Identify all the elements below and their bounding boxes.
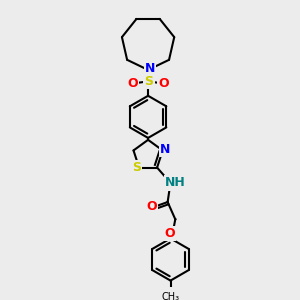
Text: S: S [145, 75, 154, 88]
Text: CH₃: CH₃ [161, 292, 180, 300]
Text: N: N [145, 62, 155, 76]
Text: O: O [158, 77, 169, 90]
Text: N: N [160, 143, 171, 156]
Text: O: O [164, 227, 175, 240]
Text: O: O [128, 77, 138, 90]
Text: NH: NH [165, 176, 186, 189]
Text: S: S [132, 161, 141, 174]
Text: O: O [146, 200, 157, 213]
